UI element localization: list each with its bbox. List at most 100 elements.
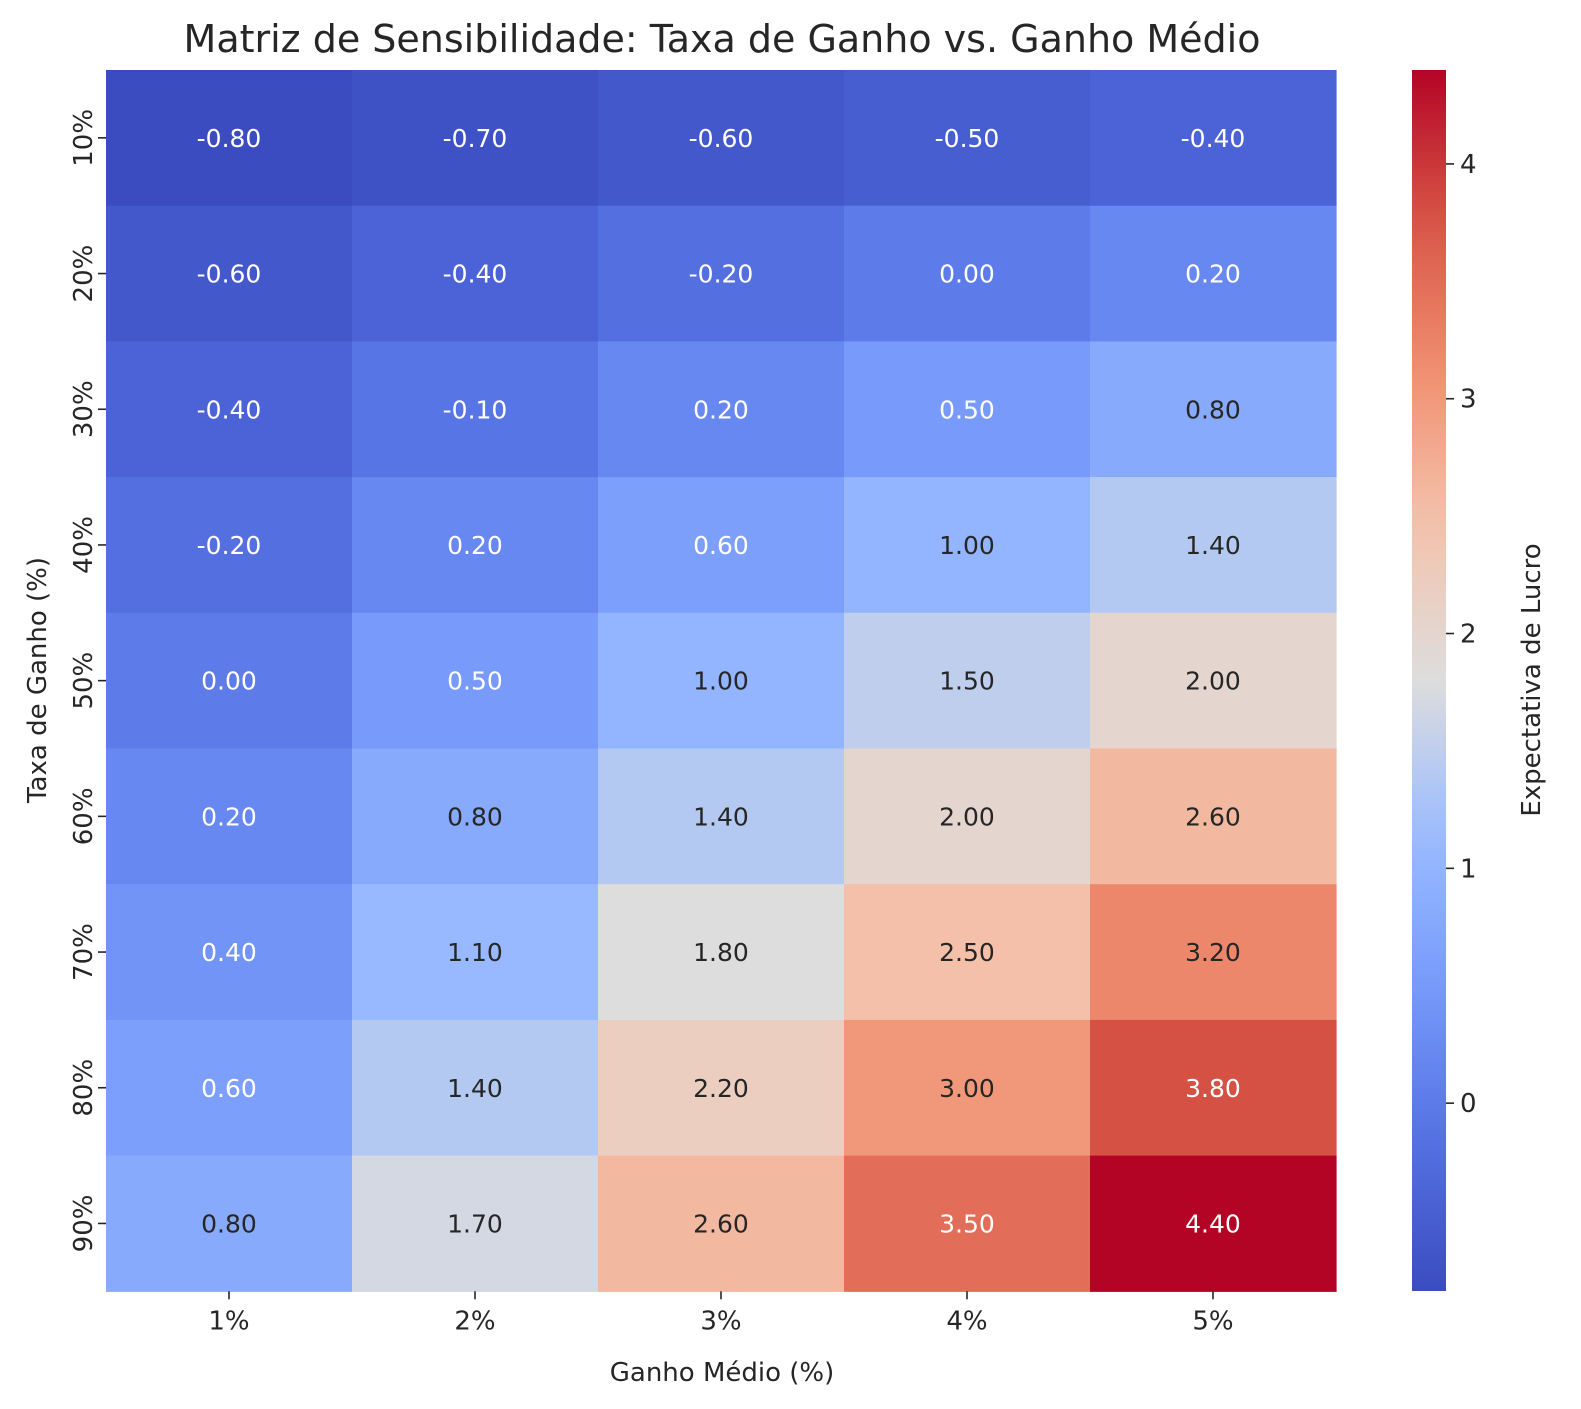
cell-value-label: 1.40 — [1185, 531, 1241, 560]
heatmap-cell — [352, 884, 599, 1021]
y-tick-label: 40% — [69, 516, 99, 574]
x-tick-label: 5% — [1192, 1306, 1233, 1336]
colorbar-tick-label: 3 — [1460, 385, 1477, 415]
heatmap-cell — [598, 70, 845, 207]
cell-value-label: 3.50 — [939, 1209, 995, 1238]
heatmap-cell — [1090, 205, 1337, 342]
y-tick-label: 70% — [69, 923, 99, 981]
cell-value-label: 0.50 — [939, 395, 995, 424]
cell-value-label: -0.40 — [443, 260, 508, 289]
cell-value-label: 0.60 — [201, 1074, 257, 1103]
y-tick-label: 10% — [69, 109, 99, 167]
x-axis-label: Ganho Médio (%) — [610, 1358, 835, 1388]
cell-value-label: 1.00 — [693, 667, 749, 696]
cell-value-label: -0.60 — [197, 260, 262, 289]
heatmap-cell — [844, 1019, 1091, 1157]
heatmap-cells — [106, 70, 1337, 1292]
y-tick-label: 20% — [69, 245, 99, 303]
cell-value-label: 0.20 — [201, 802, 257, 831]
cell-value-label: 3.20 — [1185, 938, 1241, 967]
cell-value-label: 4.40 — [1185, 1209, 1241, 1238]
cell-value-label: 2.60 — [1185, 802, 1241, 831]
cell-value-label: 1.50 — [939, 667, 995, 696]
cell-value-label: 0.80 — [1185, 395, 1241, 424]
heatmap-cell — [106, 612, 353, 750]
cell-value-label: 0.60 — [693, 531, 749, 560]
heatmap-cell — [1090, 341, 1337, 478]
cell-value-label: 1.00 — [939, 531, 995, 560]
cell-value-label: 0.20 — [693, 395, 749, 424]
cell-value-label: -0.20 — [197, 531, 262, 560]
heatmap-cell — [106, 70, 353, 207]
x-tick-label: 2% — [454, 1306, 495, 1336]
heatmap-cell — [844, 884, 1091, 1021]
colorbar-tick-label: 2 — [1460, 620, 1477, 650]
heatmap-cell — [598, 341, 845, 478]
heatmap-cell — [844, 1155, 1091, 1292]
cell-value-label: 0.80 — [201, 1209, 257, 1238]
cell-value-label: 1.80 — [693, 938, 749, 967]
cell-value-label: 0.20 — [1185, 260, 1241, 289]
cell-value-label: 0.80 — [447, 802, 503, 831]
x-tick-label: 4% — [946, 1306, 987, 1336]
y-tick-label: 90% — [69, 1195, 99, 1253]
heatmap-cell — [352, 748, 599, 885]
colorbar-tick-label: 0 — [1460, 1089, 1477, 1119]
heatmap-cell — [1090, 1155, 1337, 1292]
cell-value-label: -0.50 — [935, 124, 1000, 153]
heatmap-cell — [106, 341, 353, 478]
heatmap-cell — [1090, 612, 1337, 750]
cell-value-label: 1.40 — [693, 802, 749, 831]
cell-value-labels: -0.80 -0.70 -0.60 -0.50 -0.40 -0.60 -0.40 -0.20… — [197, 124, 1246, 1239]
heatmap-cell — [598, 748, 845, 885]
heatmap-cell — [106, 884, 353, 1021]
y-tick-label: 30% — [69, 380, 99, 438]
heatmap-cell — [844, 341, 1091, 478]
heatmap-cell — [352, 1155, 599, 1292]
heatmap-cell — [844, 477, 1091, 614]
heatmap-cell — [106, 748, 353, 885]
cell-value-label: 0.00 — [201, 667, 257, 696]
heatmap-cell — [598, 477, 845, 614]
cell-value-label: 0.50 — [447, 667, 503, 696]
heatmap-cell — [352, 205, 599, 342]
heatmap-cell — [598, 612, 845, 750]
heatmap-cell — [844, 70, 1091, 207]
cell-value-label: 0.20 — [447, 531, 503, 560]
cell-value-label: 0.40 — [201, 938, 257, 967]
cell-value-label: 1.10 — [447, 938, 503, 967]
y-tick-label: 50% — [69, 652, 99, 710]
heatmap-cell — [106, 477, 353, 614]
cell-value-label: -0.70 — [443, 124, 508, 153]
heatmap-cell — [352, 1019, 599, 1157]
cell-value-label: 1.40 — [447, 1074, 503, 1103]
heatmap-cell — [598, 205, 845, 342]
heatmap-cell — [106, 1155, 353, 1292]
cell-value-label: 1.70 — [447, 1209, 503, 1238]
cell-value-label: 2.00 — [939, 802, 995, 831]
cell-value-label: -0.60 — [689, 124, 754, 153]
y-axis-ticks: 10% 20% 30% 40% 50% 60% 70% 80% 90% — [69, 109, 106, 1252]
cell-value-label: 2.60 — [693, 1209, 749, 1238]
colorbar-ticks: 0 1 2 3 4 — [1446, 150, 1477, 1119]
x-tick-label: 1% — [208, 1306, 249, 1336]
heatmap-cell — [352, 341, 599, 478]
cell-value-label: -0.10 — [443, 395, 508, 424]
heatmap-cell — [352, 70, 599, 207]
x-axis-ticks: 1% 2% 3% 4% 5% — [208, 1291, 1234, 1336]
heatmap-cell — [844, 612, 1091, 750]
y-tick-label: 80% — [69, 1059, 99, 1117]
heatmap-cell — [352, 477, 599, 614]
heatmap-cell — [1090, 477, 1337, 614]
heatmap-cell — [1090, 748, 1337, 885]
heatmap-cell — [598, 1019, 845, 1157]
y-tick-label: 60% — [69, 787, 99, 845]
cell-value-label: -0.20 — [689, 260, 754, 289]
colorbar-tick-label: 1 — [1460, 854, 1477, 884]
heatmap-cell — [106, 1019, 353, 1157]
cell-value-label: 2.20 — [693, 1074, 749, 1103]
colorbar-label: Expectativa de Lucro — [1517, 543, 1547, 816]
chart-title: Matriz de Sensibilidade: Taxa de Ganho v… — [184, 17, 1261, 61]
x-tick-label: 3% — [700, 1306, 741, 1336]
heatmap-cell — [106, 205, 353, 342]
